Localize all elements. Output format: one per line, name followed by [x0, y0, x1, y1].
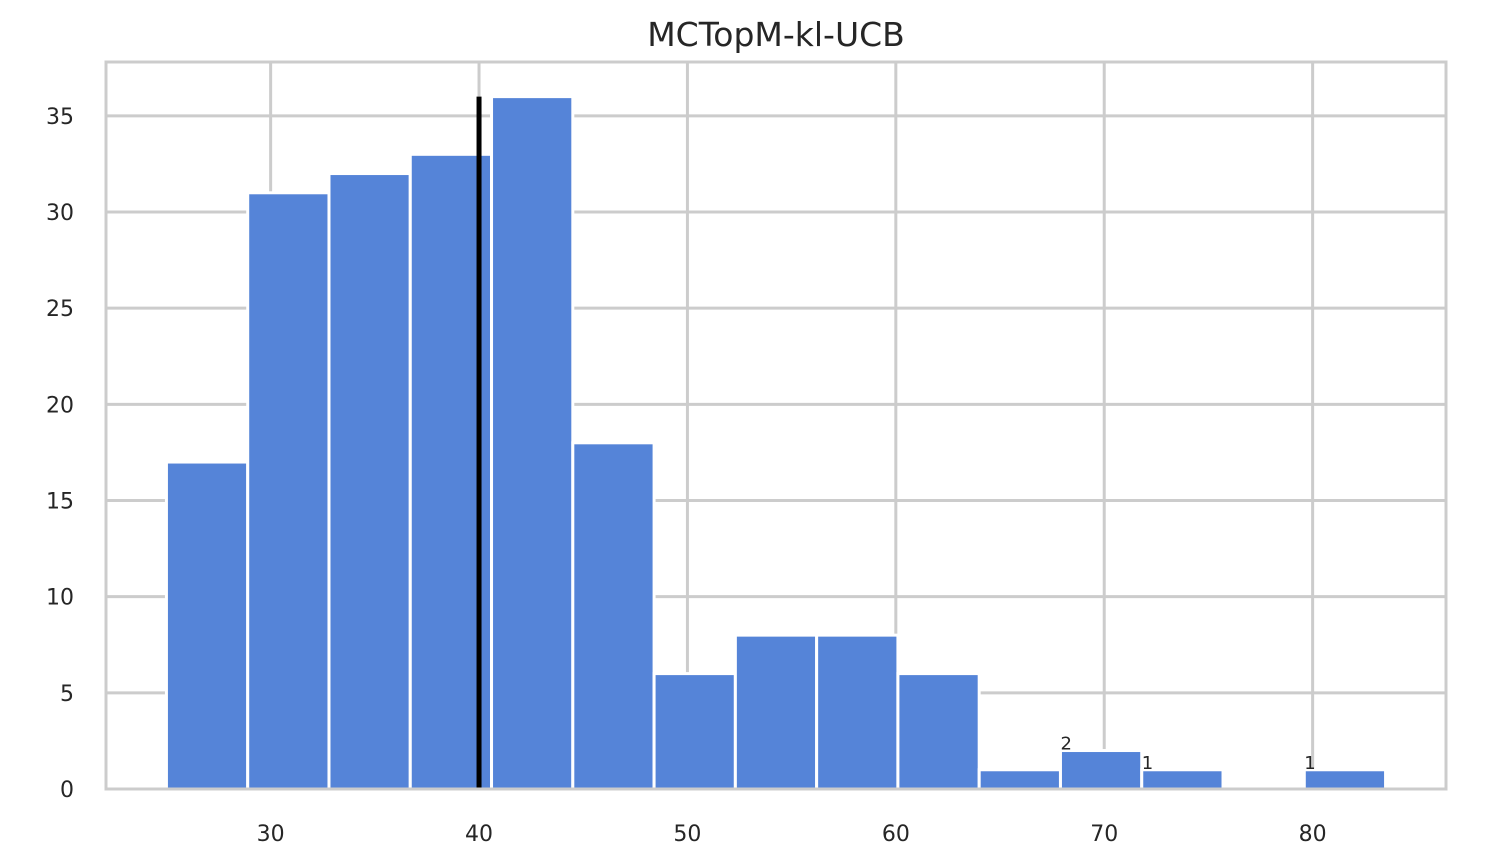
y-tick-label-1: 5	[60, 682, 74, 707]
x-axis-ticks: 30 40 50 60 70 80	[257, 822, 1327, 847]
y-tick-label-7: 35	[46, 105, 74, 130]
histogram-bar-1	[246, 191, 331, 791]
histogram-bars	[164, 95, 1388, 791]
histogram-bar-7	[733, 633, 819, 791]
bar-count-label-2: 1	[1304, 753, 1315, 774]
histogram-bar-14	[1302, 768, 1388, 791]
histogram-bar-5	[571, 441, 656, 791]
y-tick-label-6: 30	[46, 201, 74, 226]
histogram-bar-6	[652, 672, 737, 791]
histogram-bar-11	[1058, 749, 1144, 791]
x-tick-label-3: 60	[882, 822, 910, 847]
y-tick-label-3: 15	[46, 490, 74, 515]
x-tick-label-0: 30	[257, 822, 285, 847]
histogram-bar-4	[490, 95, 575, 791]
histogram-bar-8	[815, 633, 900, 791]
y-axis-ticks: 0 5 10 15 20 25 30 35	[46, 105, 74, 803]
x-tick-label-2: 50	[673, 822, 701, 847]
bar-count-label-0: 2	[1060, 734, 1071, 755]
bar-labels: 2 1 1	[1060, 734, 1315, 774]
y-tick-label-4: 20	[46, 393, 74, 418]
chart-title: MCTopM-kl-UCB	[647, 15, 905, 54]
histogram-bar-10	[977, 768, 1062, 791]
y-tick-label-0: 0	[60, 778, 74, 803]
x-tick-label-4: 70	[1090, 822, 1118, 847]
x-tick-label-5: 80	[1299, 822, 1327, 847]
bar-count-label-1: 1	[1142, 753, 1153, 774]
y-tick-label-2: 10	[46, 586, 74, 611]
x-tick-label-1: 40	[465, 822, 493, 847]
y-tick-label-5: 25	[46, 297, 74, 322]
histogram-bar-9	[896, 672, 981, 791]
histogram-bar-12	[1140, 768, 1225, 791]
histogram-bar-2	[327, 172, 412, 791]
histogram-bar-0	[164, 460, 250, 791]
plot-frame	[104, 60, 1448, 791]
